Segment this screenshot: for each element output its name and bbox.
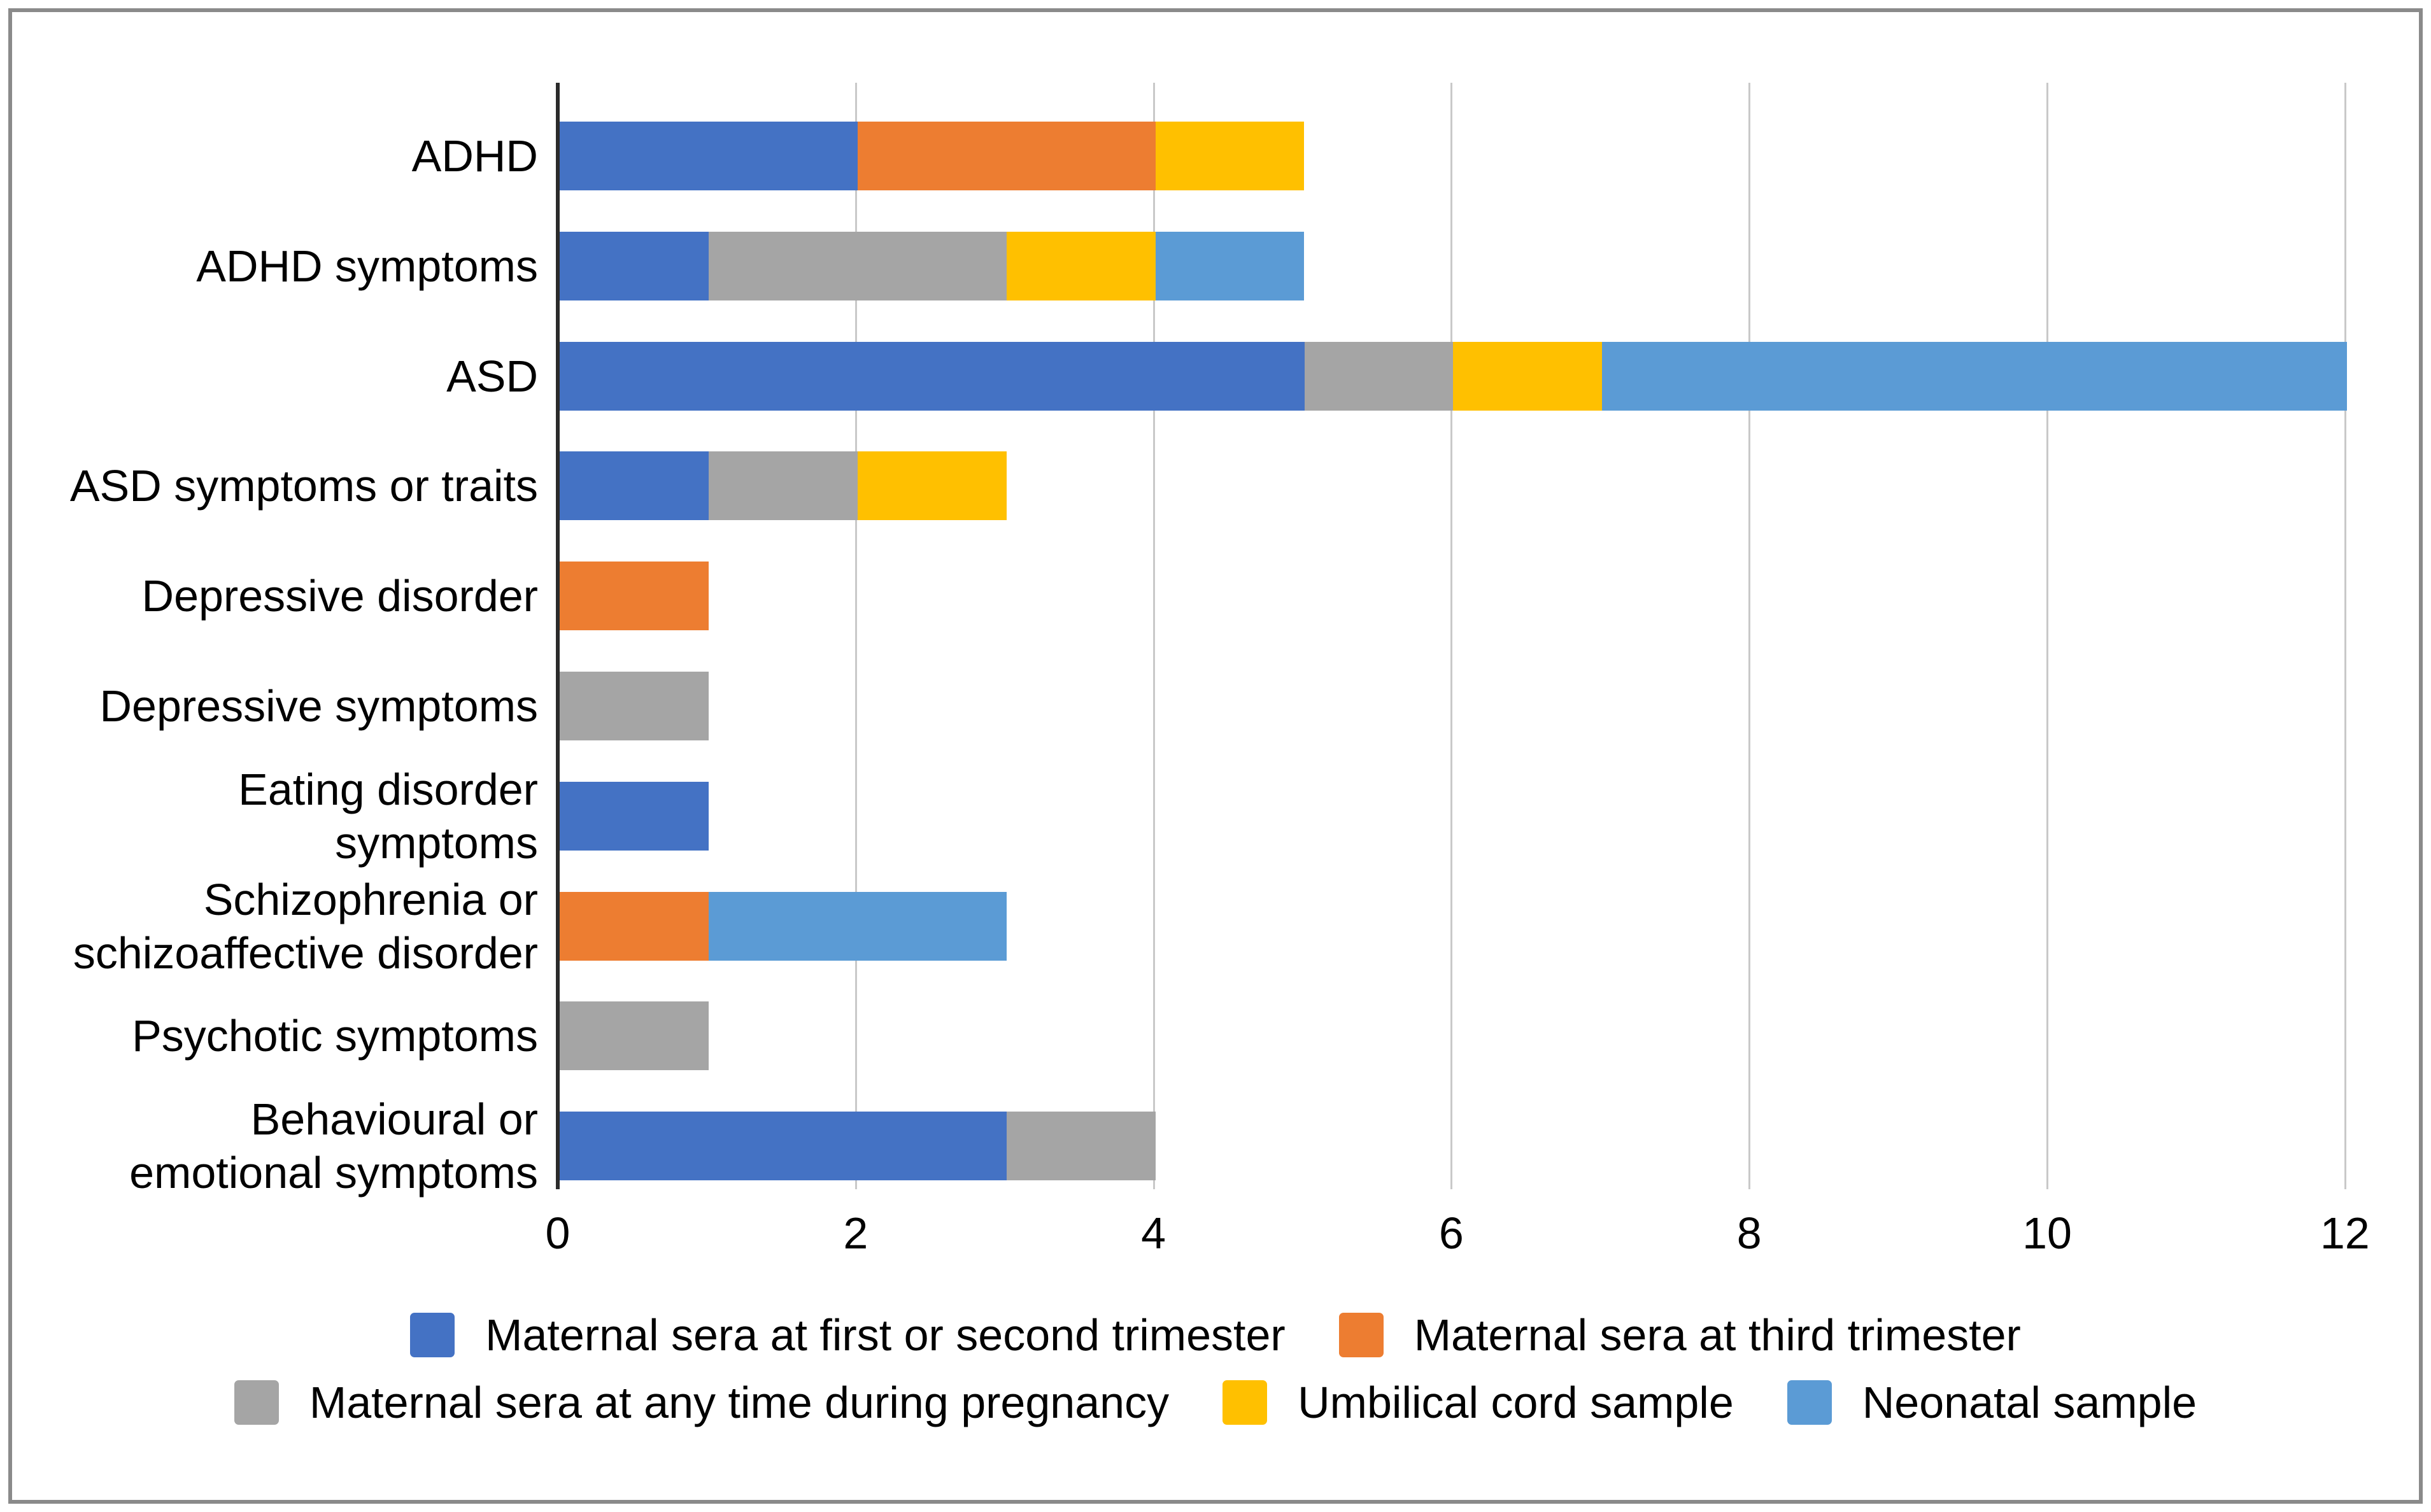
category-label-line: Eating disorder — [238, 764, 538, 814]
bar-segment-maternal-sera-at-third-trimester — [560, 562, 709, 631]
bar-segment-maternal-sera-at-third-trimester — [560, 891, 709, 961]
legend-label-maternal-sera-at-third-trimester: Maternal sera at third trimester — [1414, 1310, 2021, 1360]
bar-adhd — [560, 122, 1305, 190]
category-label-psychotic-symptoms: Psychotic symptoms — [0, 1009, 538, 1063]
category-label-schizophrenia-or-schizoaffective-disorder: Schizophrenia or schizoaffective disorder — [0, 873, 538, 980]
legend-item-maternal-sera-at-any-time-during-pregnancy: Maternal sera at any time during pregnan… — [234, 1378, 1169, 1427]
bar-segment-maternal-sera-at-any-time-during-pregnancy — [708, 231, 1007, 300]
x-tick-label-8: 8 — [1736, 1208, 1762, 1258]
category-label-eating-disorder-symptoms: Eating disorder symptoms — [0, 763, 538, 870]
bar-segment-neonatal-sample — [708, 891, 1007, 961]
category-label-line: symptoms — [335, 817, 538, 868]
bar-segment-maternal-sera-at-any-time-during-pregnancy — [1304, 341, 1454, 411]
category-label-line: ASD — [446, 351, 538, 401]
category-label-behavioural-or-emotional-symptoms: Behavioural or emotional symptoms — [0, 1092, 538, 1199]
bar-depressive-disorder — [560, 562, 709, 631]
legend-swatch-maternal-sera-at-third-trimester — [1338, 1313, 1384, 1357]
bar-segment-neonatal-sample — [1602, 341, 2347, 411]
bar-adhd-symptoms — [560, 231, 1305, 300]
x-tick-label-4: 4 — [1141, 1208, 1166, 1258]
bar-segment-maternal-sera-at-first-or-second-trimester — [560, 1112, 1007, 1181]
category-label-adhd-symptoms: ADHD symptoms — [0, 239, 538, 293]
x-tick-label-2: 2 — [843, 1208, 868, 1258]
gridline-x-6 — [1450, 83, 1453, 1189]
bar-segment-maternal-sera-at-any-time-during-pregnancy — [1006, 1112, 1156, 1181]
bar-asd-symptoms-or-traits — [560, 451, 1007, 521]
category-label-line: Depressive disorder — [141, 571, 538, 621]
gridline-x-8 — [1748, 83, 1751, 1189]
x-tick-label-0: 0 — [545, 1208, 571, 1258]
legend-label-neonatal-sample: Neonatal sample — [1862, 1378, 2197, 1427]
x-tick-label-12: 12 — [2320, 1208, 2370, 1258]
bar-segment-maternal-sera-at-first-or-second-trimester — [560, 122, 858, 190]
bar-segment-neonatal-sample — [1155, 231, 1305, 300]
x-tick-label-6: 6 — [1438, 1208, 1464, 1258]
legend-row-2: Maternal sera at any time during pregnan… — [234, 1378, 2197, 1427]
legend-label-maternal-sera-at-any-time-during-pregnancy: Maternal sera at any time during pregnan… — [309, 1378, 1170, 1427]
category-label-line: Schizophrenia or — [203, 874, 538, 924]
legend-item-maternal-sera-at-third-trimester: Maternal sera at third trimester — [1338, 1310, 2021, 1360]
gridline-x-2 — [854, 83, 857, 1189]
category-label-adhd: ADHD — [0, 129, 538, 183]
bar-segment-maternal-sera-at-any-time-during-pregnancy — [560, 1001, 709, 1071]
bar-segment-maternal-sera-at-first-or-second-trimester — [560, 231, 709, 300]
bar-depressive-symptoms — [560, 672, 709, 740]
category-label-line: ADHD symptoms — [196, 241, 538, 291]
legend-label-maternal-sera-at-first-or-second-trimester: Maternal sera at first or second trimest… — [485, 1310, 1286, 1360]
bar-segment-maternal-sera-at-any-time-during-pregnancy — [560, 672, 709, 740]
gridline-x-10 — [2046, 83, 2048, 1189]
y-axis-line — [556, 83, 560, 1189]
bar-segment-umbilical-cord-sample — [1155, 122, 1305, 190]
category-label-line: Psychotic symptoms — [132, 1011, 538, 1061]
bar-schizophrenia-or-schizoaffective-disorder — [560, 891, 1007, 961]
legend: Maternal sera at first or second trimest… — [0, 1310, 2431, 1427]
bar-segment-umbilical-cord-sample — [1453, 341, 1603, 411]
bar-segment-maternal-sera-at-first-or-second-trimester — [560, 781, 709, 851]
bar-segment-maternal-sera-at-any-time-during-pregnancy — [708, 451, 858, 521]
legend-row-1: Maternal sera at first or second trimest… — [410, 1310, 2021, 1360]
category-label-depressive-symptoms: Depressive symptoms — [0, 679, 538, 733]
category-label-line: ASD symptoms or traits — [69, 461, 538, 511]
legend-item-maternal-sera-at-first-or-second-trimester: Maternal sera at first or second trimest… — [410, 1310, 1286, 1360]
bar-segment-maternal-sera-at-first-or-second-trimester — [560, 341, 1305, 411]
bar-segment-maternal-sera-at-third-trimester — [857, 122, 1156, 190]
legend-swatch-maternal-sera-at-any-time-during-pregnancy — [234, 1380, 279, 1425]
bar-segment-maternal-sera-at-first-or-second-trimester — [560, 451, 709, 521]
bar-eating-disorder-symptoms — [560, 781, 709, 851]
category-label-line: ADHD — [411, 131, 538, 181]
category-label-asd-symptoms-or-traits: ASD symptoms or traits — [0, 459, 538, 512]
gridline-x-12 — [2344, 83, 2346, 1189]
category-label-asd: ASD — [0, 350, 538, 403]
legend-item-neonatal-sample: Neonatal sample — [1787, 1378, 2197, 1427]
bar-behavioural-or-emotional-symptoms — [560, 1112, 1156, 1181]
legend-swatch-neonatal-sample — [1787, 1380, 1832, 1425]
bar-psychotic-symptoms — [560, 1001, 709, 1071]
legend-swatch-maternal-sera-at-first-or-second-trimester — [410, 1313, 455, 1357]
x-tick-label-10: 10 — [2022, 1208, 2072, 1258]
bar-segment-umbilical-cord-sample — [1006, 231, 1156, 300]
legend-swatch-umbilical-cord-sample — [1223, 1380, 1268, 1425]
category-label-line: Behavioural or — [250, 1094, 538, 1145]
bar-asd — [560, 341, 2347, 411]
category-label-line: schizoaffective disorder — [73, 928, 538, 978]
gridline-x-4 — [1152, 83, 1155, 1189]
category-label-depressive-disorder: Depressive disorder — [0, 569, 538, 623]
category-label-line: Depressive symptoms — [99, 681, 538, 731]
legend-label-umbilical-cord-sample: Umbilical cord sample — [1298, 1378, 1734, 1427]
bar-segment-umbilical-cord-sample — [857, 451, 1007, 521]
legend-item-umbilical-cord-sample: Umbilical cord sample — [1223, 1378, 1734, 1427]
category-label-line: emotional symptoms — [129, 1148, 538, 1198]
